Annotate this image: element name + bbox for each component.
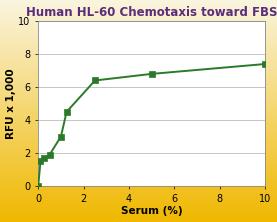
X-axis label: Serum (%): Serum (%) [121, 206, 183, 216]
Y-axis label: RFU x 1,000: RFU x 1,000 [6, 68, 16, 139]
Title: Human HL-60 Chemotaxis toward FBS: Human HL-60 Chemotaxis toward FBS [26, 6, 277, 19]
